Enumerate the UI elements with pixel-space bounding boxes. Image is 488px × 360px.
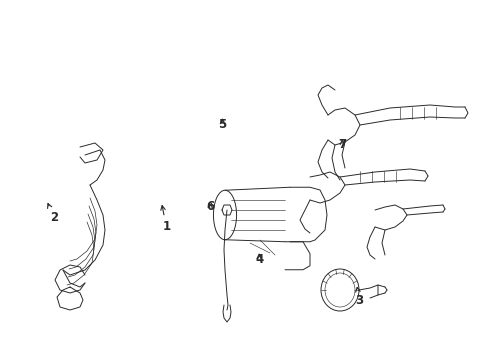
Text: 3: 3 <box>355 287 363 307</box>
Text: 5: 5 <box>218 118 226 131</box>
Text: 6: 6 <box>206 201 214 213</box>
Text: 1: 1 <box>161 206 170 233</box>
Text: 7: 7 <box>338 138 346 150</box>
Text: 4: 4 <box>255 253 263 266</box>
Text: 2: 2 <box>47 203 58 224</box>
